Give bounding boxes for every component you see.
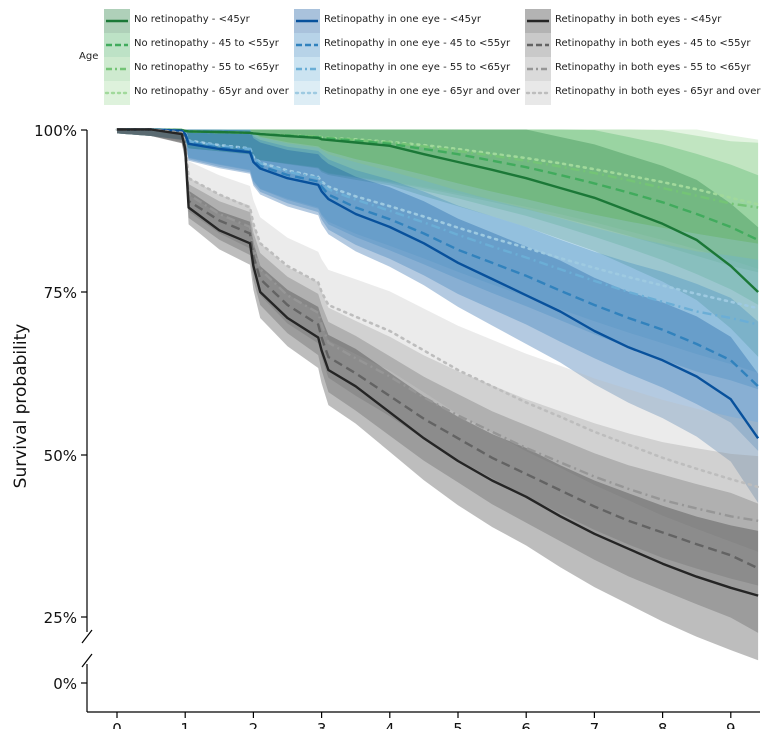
axis-break-mark <box>81 629 93 644</box>
legend-key <box>294 9 320 33</box>
line-retinopathy-in-one-eye-65yr-and-over <box>115 128 760 310</box>
x-tick-label: 6 <box>521 720 531 729</box>
y-tick-label: 50% <box>44 447 77 465</box>
legend-label: Retinopathy in one eye - <45yr <box>324 14 482 25</box>
legend-label: Retinopathy in both eyes - 45 to <55yr <box>555 38 751 49</box>
line-retinopathy-in-both-eyes-55-to-65yr <box>117 128 759 522</box>
line-no-retinopathy-45yr <box>117 128 759 293</box>
legend-item-retinopathy-in-both-eyes-45-to-55yr: Retinopathy in both eyes - 45 to <55yr <box>525 33 762 57</box>
legend-key <box>525 33 551 57</box>
legend-title: Age <box>79 51 99 62</box>
x-tick-label: 1 <box>180 720 190 729</box>
legend-label: Retinopathy in both eyes - 65yr and over <box>555 86 761 97</box>
line-retinopathy-in-both-eyes-45-to-55yr <box>117 128 759 570</box>
x-tick-label: 3 <box>317 720 327 729</box>
band-retinopathy-in-both-eyes-45yr <box>117 129 759 661</box>
x-tick-label: 5 <box>453 720 463 729</box>
legend-item-retinopathy-in-both-eyes-45yr: Retinopathy in both eyes - <45yr <box>525 9 762 33</box>
legend-label: Retinopathy in both eyes - 55 to <65yr <box>555 62 751 73</box>
line-retinopathy-in-one-eye-45-to-55yr <box>117 128 759 388</box>
legend-label: Retinopathy in one eye - 45 to <55yr <box>324 38 511 49</box>
legend-item-retinopathy-in-one-eye-45-to-55yr: Retinopathy in one eye - 45 to <55yr <box>294 33 534 57</box>
legend-column-retinopathy-both-eyes: Retinopathy in both eyes - <45yr Retinopa… <box>525 9 762 105</box>
legend-key <box>525 57 551 81</box>
legend-key <box>104 57 130 81</box>
y-tick-label: 25% <box>44 609 77 627</box>
legend-label: No retinopathy - 55 to <65yr <box>134 62 279 73</box>
y-axis-label: Survival probability <box>11 324 31 489</box>
band-retinopathy-in-one-eye-45-to-55yr <box>117 129 759 451</box>
legend-item-retinopathy-in-one-eye-55-to-65yr: Retinopathy in one eye - 55 to <65yr <box>294 57 534 81</box>
survival-lines <box>115 128 760 597</box>
x-tick-label: 0 <box>112 720 122 729</box>
legend-label: No retinopathy - <45yr <box>134 14 250 25</box>
line-retinopathy-in-both-eyes-65yr-and-over <box>115 128 760 489</box>
legend-key <box>104 81 130 105</box>
line-retinopathy-in-both-eyes-45yr <box>117 128 759 597</box>
legend-item-no-retinopathy-65yr-and-over: No retinopathy - 65yr and over <box>104 81 344 105</box>
x-tick-label: 9 <box>726 720 736 729</box>
band-retinopathy-in-one-eye-55-to-65yr <box>117 129 759 390</box>
legend-key <box>104 9 130 33</box>
legend-label: Retinopathy in both eyes - <45yr <box>555 14 722 25</box>
legend-key <box>294 57 320 81</box>
legend-item-no-retinopathy-45yr: No retinopathy - <45yr <box>104 9 344 33</box>
y-tick-label: 0% <box>53 675 77 693</box>
legend-key <box>294 81 320 105</box>
legend-column-retinopathy-one-eye: Retinopathy in one eye - <45yr Retinopath… <box>294 9 534 105</box>
x-tick-label: 8 <box>658 720 668 729</box>
legend-key <box>294 33 320 57</box>
x-tick-label: 2 <box>249 720 259 729</box>
legend-item-retinopathy-in-one-eye-45yr: Retinopathy in one eye - <45yr <box>294 9 534 33</box>
legend-item-retinopathy-in-both-eyes-65yr-and-over: Retinopathy in both eyes - 65yr and over <box>525 81 762 105</box>
x-tick-label: 7 <box>590 720 600 729</box>
legend-label: No retinopathy - 45 to <55yr <box>134 38 279 49</box>
legend-item-retinopathy-in-one-eye-65yr-and-over: Retinopathy in one eye - 65yr and over <box>294 81 534 105</box>
legend-column-no-retinopathy: No retinopathy - <45yr No retinopathy - 4… <box>104 9 344 105</box>
legend-label: Retinopathy in one eye - 55 to <65yr <box>324 62 511 73</box>
axes: 0% 25% 50% 75% 100% 0 1 2 3 4 5 6 7 8 9 <box>34 122 760 729</box>
x-tick-label: 4 <box>385 720 395 729</box>
band-no-retinopathy-45yr <box>117 129 759 357</box>
axis-break-mark <box>81 653 93 668</box>
legend-label: No retinopathy - 65yr and over <box>134 86 289 97</box>
line-retinopathy-in-one-eye-55-to-65yr <box>117 128 759 326</box>
legend-item-no-retinopathy-45-to-55yr: No retinopathy - 45 to <55yr <box>104 33 344 57</box>
band-retinopathy-in-both-eyes-65yr-and-over <box>117 129 759 552</box>
band-retinopathy-in-both-eyes-55-to-65yr <box>117 129 759 586</box>
band-no-retinopathy-65yr-and-over <box>117 129 759 269</box>
band-no-retinopathy-55-to-65yr <box>117 129 759 273</box>
legend-key <box>525 81 551 105</box>
y-tick-label: 100% <box>34 122 77 140</box>
legend-item-retinopathy-in-both-eyes-55-to-65yr: Retinopathy in both eyes - 55 to <65yr <box>525 57 762 81</box>
legend-item-no-retinopathy-55-to-65yr: No retinopathy - 55 to <65yr <box>104 57 344 81</box>
line-retinopathy-in-one-eye-45yr <box>117 128 760 439</box>
legend-key <box>525 9 551 33</box>
band-retinopathy-in-one-eye-45yr <box>117 129 759 503</box>
y-tick-label: 75% <box>44 284 77 302</box>
legend-label: Retinopathy in one eye - 65yr and over <box>324 86 521 97</box>
legend-key <box>104 33 130 57</box>
